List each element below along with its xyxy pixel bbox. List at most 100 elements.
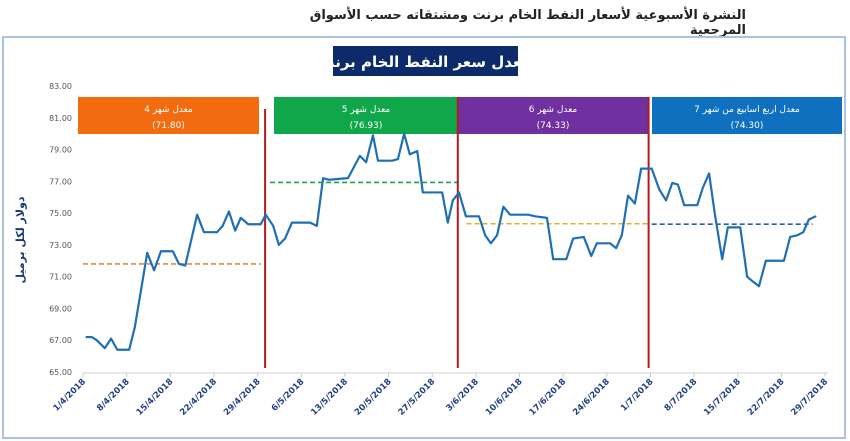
data-point: [808, 218, 810, 221]
x-tick-label: 10/6/2018: [484, 377, 525, 418]
y-tick-label: 71.00: [49, 273, 72, 282]
x-tick-label: 27/5/2018: [397, 377, 438, 418]
data-point: [721, 258, 723, 260]
data-point: [408, 153, 411, 156]
data-point: [789, 236, 791, 238]
x-tick-label: 15/7/2018: [702, 377, 743, 418]
data-point: [590, 255, 593, 257]
x-tick-label: 1/7/2018: [619, 377, 656, 414]
y-tick-label: 69.00: [49, 304, 72, 313]
x-tick-label: 15/4/2018: [135, 377, 176, 418]
data-point: [572, 237, 574, 240]
data-point: [683, 204, 685, 206]
y-tick-label: 77.00: [49, 177, 72, 186]
data-point: [104, 347, 106, 349]
data-point: [284, 237, 286, 240]
average-box-value: (76.93): [350, 121, 383, 131]
data-point: [160, 250, 162, 253]
data-point: [565, 258, 568, 260]
title-box: [333, 46, 518, 76]
data-point: [582, 236, 585, 238]
data-point: [451, 199, 454, 202]
x-tick-label: 1/4/2018: [52, 377, 89, 414]
data-point: [615, 247, 617, 249]
data-point: [814, 215, 817, 218]
data-point: [758, 285, 760, 288]
data-point: [372, 134, 374, 137]
data-point: [403, 132, 405, 135]
data-point: [650, 167, 653, 170]
x-tick-label: 24/6/2018: [571, 377, 612, 418]
x-tick-label: 29/7/2018: [789, 377, 830, 418]
average-box-label: معدل شهر 5: [342, 105, 391, 115]
x-tick-label: 8/4/2018: [95, 377, 132, 414]
data-point: [234, 229, 236, 232]
data-point: [634, 202, 636, 205]
data-point: [465, 215, 467, 218]
average-box-label: معدل اربع اسابيع من شهر 7: [694, 105, 800, 115]
chart-title: معدل سعر النفط الخام برنت: [319, 53, 530, 71]
x-tick-label: 6/5/2018: [270, 377, 307, 414]
x-tick-label: 17/6/2018: [528, 377, 569, 418]
data-point: [620, 234, 623, 237]
data-point: [509, 213, 511, 216]
brent-price-line: [86, 132, 817, 351]
data-point: [377, 159, 379, 162]
data-point: [272, 225, 274, 227]
y-axis-title: دولار لكل برميل: [14, 196, 27, 283]
average-box-month-6: [458, 97, 648, 134]
average-box-label: معدل شهر 4: [144, 105, 193, 115]
y-tick-label: 75.00: [49, 209, 72, 218]
data-point: [765, 259, 767, 262]
data-point: [546, 217, 548, 219]
data-point: [751, 280, 754, 283]
y-tick-label: 65.00: [49, 368, 72, 377]
data-point: [365, 161, 367, 164]
data-point: [696, 204, 699, 206]
data-point: [391, 159, 394, 162]
data-point: [677, 183, 679, 186]
data-point: [291, 221, 293, 224]
x-tick-label: 29/4/2018: [222, 377, 263, 418]
data-point: [416, 150, 419, 152]
data-point: [110, 337, 112, 340]
data-point: [484, 234, 487, 237]
data-point: [322, 177, 324, 179]
data-point: [428, 191, 431, 194]
data-point: [228, 210, 230, 213]
data-point: [264, 213, 267, 216]
data-point: [783, 259, 785, 262]
data-point: [739, 226, 742, 229]
data-point: [702, 186, 704, 189]
average-box-value: (74.33): [537, 121, 570, 131]
data-point: [609, 242, 611, 245]
data-point: [90, 336, 93, 338]
data-point: [802, 231, 805, 233]
data-point: [490, 242, 492, 245]
data-point: [534, 215, 536, 218]
data-point: [746, 275, 748, 278]
data-point: [527, 213, 530, 216]
data-point: [85, 336, 87, 338]
data-point: [146, 252, 149, 254]
data-point: [665, 199, 667, 202]
data-point: [727, 226, 729, 229]
data-point: [478, 215, 480, 218]
x-tick-label: 13/5/2018: [309, 377, 350, 418]
data-point: [640, 167, 642, 170]
data-point: [447, 221, 449, 224]
average-box-month-4: [78, 97, 259, 134]
data-point: [309, 221, 311, 224]
data-point: [596, 242, 598, 245]
x-tick-label: 8/7/2018: [663, 377, 700, 414]
average-box-month-5: [274, 97, 458, 134]
data-point: [184, 264, 187, 267]
data-point: [259, 223, 262, 226]
data-point: [422, 191, 424, 194]
data-point: [796, 234, 798, 237]
data-point: [627, 194, 629, 197]
y-tick-label: 73.00: [49, 241, 72, 250]
x-tick-label: 22/4/2018: [178, 377, 219, 418]
data-point: [178, 263, 180, 265]
data-point: [153, 269, 155, 272]
